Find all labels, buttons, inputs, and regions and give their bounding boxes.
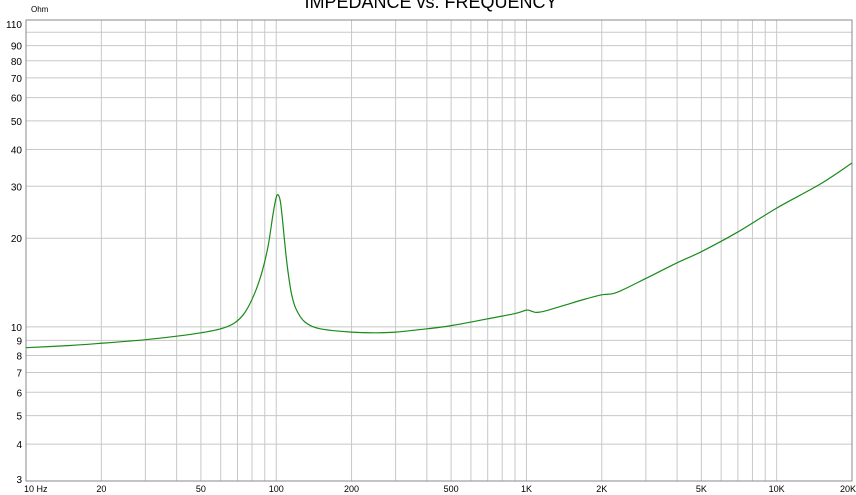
x-tick-label: 1K <box>521 484 532 494</box>
y-tick-label: 8 <box>16 351 22 362</box>
y-tick-label: 50 <box>11 117 23 128</box>
x-tick-label: 5K <box>696 484 707 494</box>
x-tick-label: 2K <box>596 484 607 494</box>
x-tick-label: 50 <box>196 484 206 494</box>
y-tick-label: 30 <box>11 182 23 193</box>
y-tick-label: 7 <box>16 369 22 380</box>
x-tick-label: 20 <box>96 484 106 494</box>
y-tick-label: 70 <box>11 74 23 85</box>
y-tick-label: 90 <box>11 42 23 53</box>
y-tick-label: 9 <box>16 336 22 347</box>
y-tick-label: 60 <box>11 94 23 105</box>
y-axis-unit-label: Ohm <box>31 5 49 14</box>
x-tick-label: 100 <box>269 484 284 494</box>
x-tick-label: 200 <box>344 484 359 494</box>
y-tick-label: 40 <box>11 145 23 156</box>
impedance-curve <box>25 162 853 349</box>
x-tick-label: 10K <box>769 484 785 494</box>
y-tick-label: 10 <box>11 323 23 334</box>
y-tick-label: 110 <box>6 20 22 31</box>
x-tick-label: 10 Hz <box>24 484 48 494</box>
x-tick-label: 500 <box>444 484 459 494</box>
y-tick-label: 80 <box>11 57 23 68</box>
x-axis-ticks: 10 Hz 20 50 100 200 500 1K 2K 5K 10K 20K <box>24 484 856 494</box>
grid <box>26 20 852 481</box>
y-axis-ticks: 3 4 5 6 7 8 9 10 20 30 40 50 60 70 80 90 110 <box>6 20 22 486</box>
y-tick-label: 20 <box>11 234 23 245</box>
y-tick-label: 3 <box>16 475 22 486</box>
y-tick-label: 6 <box>16 388 22 399</box>
chart-title: IMPEDANCE vs. FREQUENCY <box>304 0 557 12</box>
y-tick-label: 5 <box>16 412 22 423</box>
plot-frame <box>25 19 853 482</box>
x-tick-label: 20K <box>840 484 856 494</box>
y-tick-label: 4 <box>16 440 22 451</box>
